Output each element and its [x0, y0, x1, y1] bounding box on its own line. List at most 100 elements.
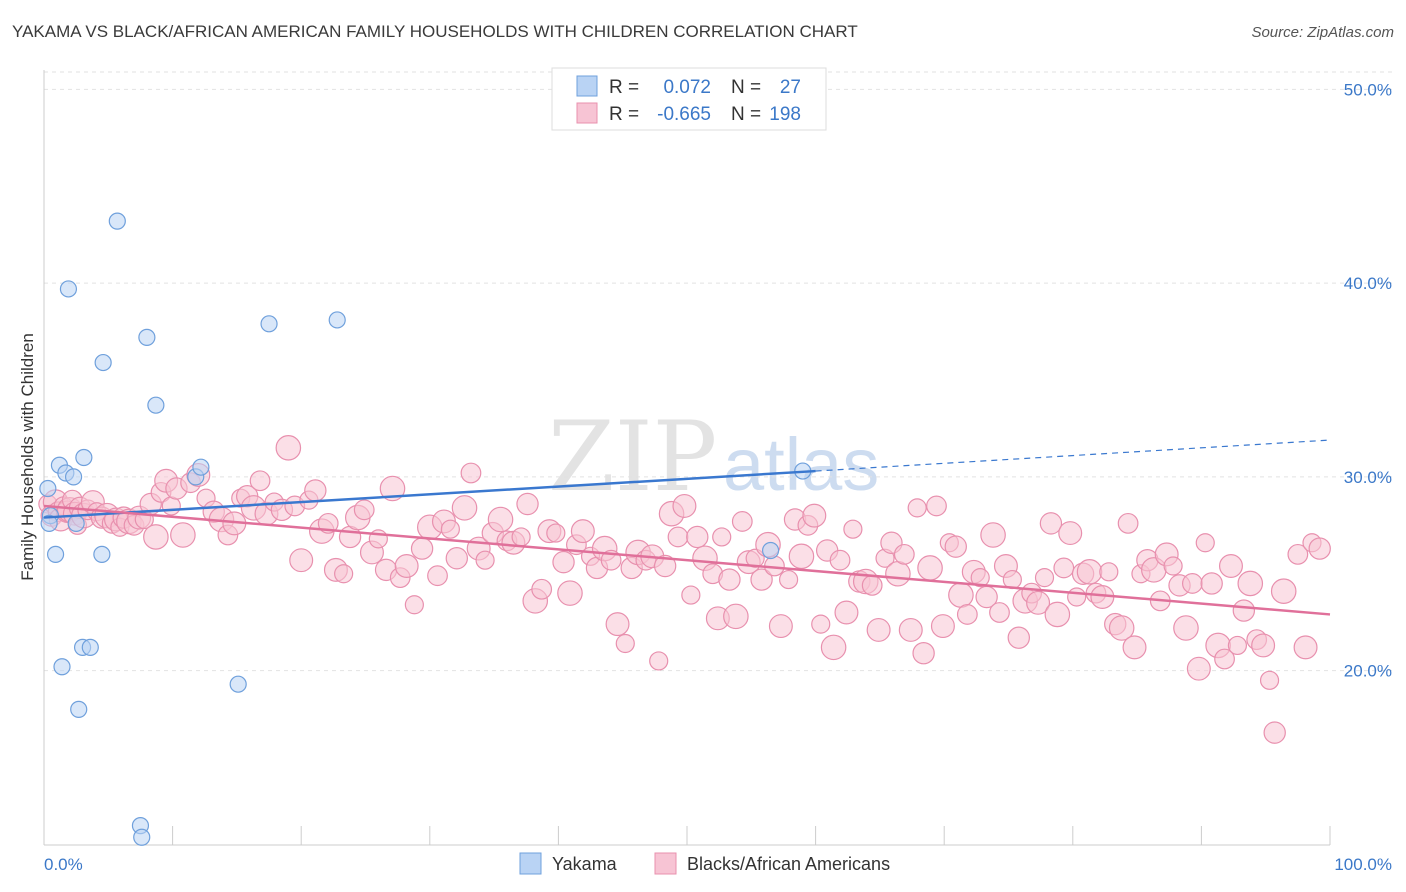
- black-n-value: 198: [769, 104, 801, 125]
- black-point: [487, 506, 514, 533]
- black-point: [1232, 599, 1256, 622]
- x-tick-label-min: 0.0%: [44, 855, 83, 874]
- y-tick-label: 40.0%: [1344, 274, 1392, 293]
- black-point: [731, 511, 753, 532]
- black-point: [672, 493, 697, 518]
- black-point: [667, 526, 689, 548]
- y-tick-label: 50.0%: [1344, 80, 1392, 99]
- black-point: [811, 614, 831, 634]
- black-r-value: -0.665: [657, 104, 711, 125]
- black-point: [570, 519, 595, 544]
- black-point: [1270, 578, 1297, 604]
- black-point: [912, 641, 935, 665]
- black-point: [1251, 633, 1276, 658]
- black-point: [1259, 670, 1280, 690]
- black-point: [334, 564, 354, 584]
- yakama-point: [46, 545, 65, 563]
- yakama-point: [94, 353, 112, 372]
- black-point: [843, 519, 863, 539]
- black-point: [170, 522, 196, 548]
- black-point: [511, 527, 531, 547]
- black-point: [546, 523, 566, 543]
- black-point: [451, 495, 478, 521]
- yakama-point: [53, 658, 71, 676]
- black-point: [820, 634, 847, 661]
- yakama-point: [328, 311, 346, 329]
- black-point: [768, 614, 793, 639]
- black-point: [802, 503, 827, 528]
- black-point: [893, 543, 915, 565]
- yakama-point: [64, 468, 83, 486]
- yakama-point: [39, 479, 57, 498]
- yakama-trend-extension: [815, 439, 1331, 472]
- black-point: [1200, 572, 1223, 595]
- black-point: [1181, 573, 1203, 594]
- x-tick-label-max: 100.0%: [1334, 855, 1392, 874]
- black-point: [1007, 626, 1030, 649]
- black-point: [1108, 615, 1135, 641]
- black-point: [1163, 556, 1183, 576]
- black-point: [948, 582, 974, 608]
- x-ticks: [43, 826, 1331, 845]
- black-point: [304, 479, 327, 502]
- black-point: [1195, 533, 1215, 553]
- black-point: [531, 578, 553, 600]
- black-point: [681, 585, 701, 605]
- black-point: [516, 492, 539, 516]
- yakama-point: [67, 514, 85, 532]
- yakama-series-points: [39, 212, 812, 846]
- black-point: [1186, 656, 1211, 681]
- black-point: [249, 470, 271, 492]
- black-point: [866, 617, 891, 642]
- black-point: [1053, 557, 1075, 579]
- black-point: [930, 614, 955, 639]
- black-point: [1117, 512, 1139, 534]
- trend-lines: [43, 439, 1331, 616]
- black-point: [718, 568, 741, 591]
- black-point: [1039, 512, 1063, 535]
- black-point: [410, 537, 434, 560]
- black-point: [723, 603, 749, 630]
- black-point: [275, 435, 302, 461]
- black-point: [1308, 537, 1331, 560]
- black-point: [394, 553, 419, 578]
- black-point: [788, 543, 815, 570]
- black-point: [926, 495, 947, 517]
- black-point: [1067, 587, 1087, 607]
- black-point: [557, 580, 583, 606]
- black-point: [1293, 635, 1318, 660]
- black-point: [445, 547, 469, 570]
- black-point: [460, 462, 482, 484]
- black-point: [1227, 635, 1248, 656]
- yakama-point: [59, 280, 78, 298]
- black-point: [907, 498, 927, 518]
- black-point: [1076, 559, 1103, 585]
- y-axis-label: Family Households with Children: [18, 333, 37, 581]
- yakama-point: [93, 545, 111, 563]
- black-point: [1034, 568, 1055, 588]
- yakama-point: [75, 448, 93, 467]
- black-point: [289, 548, 314, 573]
- yakama-point: [133, 828, 151, 846]
- black-point: [1122, 635, 1147, 660]
- watermark-zip: ZIP: [548, 401, 717, 513]
- black-point: [653, 554, 677, 578]
- black-point: [712, 527, 732, 547]
- black-point: [615, 633, 635, 654]
- series-legend: Yakama Blacks/African Americans: [519, 852, 890, 875]
- black-point: [649, 651, 669, 671]
- black-point: [944, 535, 967, 558]
- legend-label-black: Blacks/African Americans: [687, 854, 890, 874]
- legend-swatch-yakama: [519, 852, 542, 875]
- yakama-r-label: R =: [609, 77, 639, 98]
- yakama-point: [192, 458, 210, 476]
- black-point: [143, 524, 169, 550]
- black-point: [379, 475, 406, 502]
- black-point: [829, 549, 851, 571]
- legend-swatch-black: [654, 852, 677, 875]
- black-point: [353, 499, 375, 521]
- y-tick-label: 30.0%: [1344, 468, 1392, 487]
- black-point: [1218, 553, 1243, 578]
- yakama-n-label: N =: [731, 77, 761, 98]
